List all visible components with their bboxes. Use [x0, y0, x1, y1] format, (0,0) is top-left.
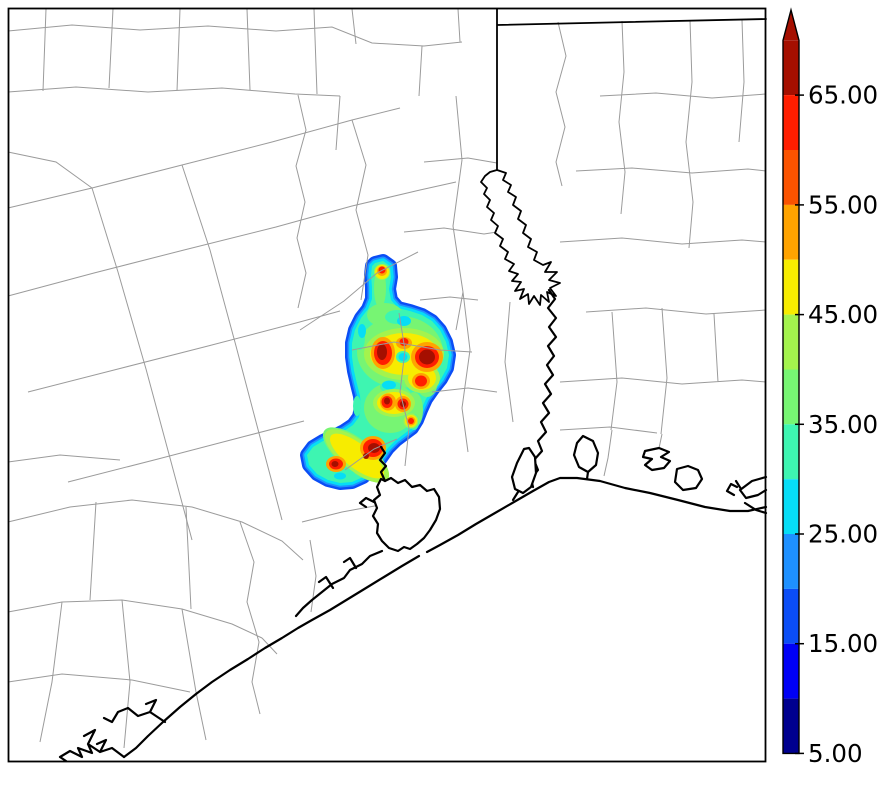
aqua-patch: [353, 396, 361, 416]
colorbar-tick-label: 25.00: [808, 520, 878, 549]
county-lines-northwest: [7, 8, 463, 189]
cyan-patch: [398, 353, 408, 361]
county-lines-south: [7, 454, 381, 749]
colorbar-segment: [783, 259, 799, 315]
colorbar-segment: [783, 588, 799, 644]
hotspot-max: [331, 461, 339, 467]
hotspot-max: [377, 344, 387, 360]
colorbar-segments: [783, 10, 799, 754]
colorbar-segment: [783, 424, 799, 480]
lake-east-round: [673, 464, 704, 492]
sabine-lake: [725, 475, 768, 515]
hotspot-max: [384, 397, 390, 405]
hotspot-ring: [329, 433, 385, 479]
colorbar-tick-label: 15.00: [808, 629, 878, 658]
colorbar-arrow: [783, 10, 799, 41]
cyan-patch: [397, 316, 411, 326]
colorbar-segment: [783, 150, 799, 205]
northeast-boundary-lines: [496, 8, 767, 171]
hotspot-core: [415, 375, 427, 387]
san-jacinto-river: [358, 445, 388, 509]
colorbar-segment: [783, 40, 799, 96]
watershed-cyan-patches: [334, 316, 411, 480]
hotspot-max: [368, 443, 380, 453]
hotspot-max: [363, 453, 369, 459]
colorbar-tick-label: 5.00: [808, 739, 863, 768]
watershed-region: [307, 261, 449, 492]
colorbar-segment: [783, 534, 799, 589]
colorbar-segment: [783, 314, 799, 370]
colorbar-tick-label: 55.00: [808, 190, 878, 219]
colorbar-segment: [783, 95, 799, 150]
galveston-bay: [371, 476, 442, 553]
colorbar-segment: [783, 479, 799, 534]
county-boundaries: [7, 8, 767, 749]
colorbar-segment: [783, 643, 799, 699]
colorbar-tick-label: 65.00: [808, 81, 878, 110]
hotspot-max: [419, 349, 435, 365]
colorbar: 65.00 55.00 45.00 35.00 25.00 15.00 5.00: [782, 7, 878, 768]
colorbar-segment: [783, 204, 799, 260]
county-lines-central: [7, 94, 457, 541]
lake-livingston: [480, 169, 561, 306]
west-bay-shoreline: [294, 549, 384, 618]
lake-east-zigzag: [641, 446, 672, 472]
trinity-delta: [510, 446, 538, 502]
cyan-patch: [358, 324, 366, 338]
trinity-river: [529, 288, 558, 489]
colorbar-tick-label: 45.00: [808, 300, 878, 329]
hotspot-core-darkred: [331, 344, 435, 467]
matagorda-bay-complex: [58, 698, 167, 763]
colorbar-ticks: [795, 94, 804, 755]
colorbar-segment: [783, 369, 799, 425]
coastline-galveston-island: [122, 554, 421, 759]
coastline-east: [425, 476, 768, 554]
colorbar-segment: [783, 698, 799, 754]
cyan-patch: [334, 472, 346, 480]
hotspot-cool-spot: [396, 351, 410, 363]
water-features: [58, 8, 768, 763]
colorbar-tick-labels: 65.00 55.00 45.00 35.00 25.00 15.00 5.00: [808, 81, 878, 768]
county-lines-over-watershed: [299, 251, 473, 471]
lake-anahuac: [572, 434, 600, 481]
colorbar-tick-label: 35.00: [808, 410, 878, 439]
cyan-patch: [382, 380, 396, 390]
map-frame: [7, 7, 767, 763]
hotspot-core: [408, 418, 414, 424]
